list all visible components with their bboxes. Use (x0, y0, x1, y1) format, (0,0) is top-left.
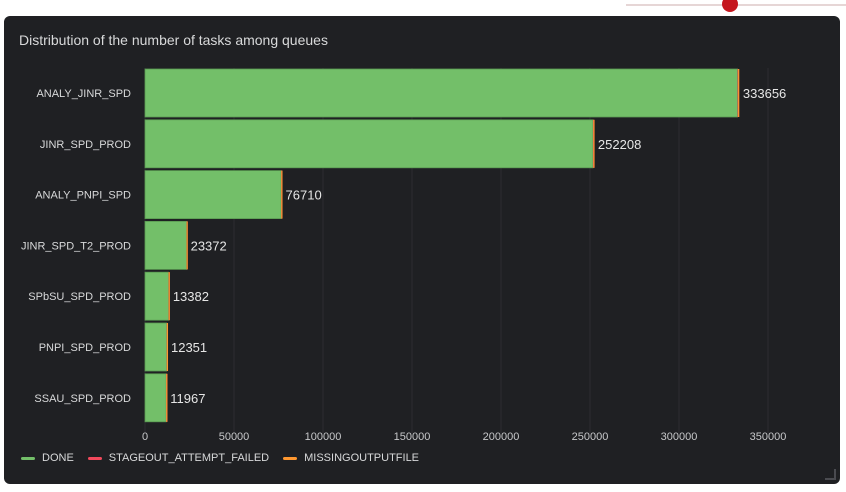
bar-segment (593, 119, 595, 168)
legend-swatch-stageout-attempt-failed (87, 456, 102, 460)
bar-segment (166, 373, 168, 422)
bar-segment (144, 68, 738, 118)
x-tick-label: 100000 (305, 431, 342, 443)
legend-label-missingoutputfile: MISSINGOUTPUTFILE (304, 452, 420, 464)
bar-segment (166, 323, 169, 371)
legend-item-stageout-attempt-failed[interactable]: STAGEOUT_ATTEMPT_FAILED (87, 452, 270, 464)
legend-label-done: DONE (42, 452, 74, 464)
legend-swatch-missingoutputfile (283, 456, 298, 460)
bar-segment (186, 221, 188, 270)
bar-segment (144, 220, 187, 270)
legend-item-done[interactable]: DONE (21, 452, 74, 464)
x-tick-label: 250000 (572, 431, 609, 443)
chart-panel: Distribution of the number of tasks amon… (4, 16, 840, 484)
bar-chart: ANALY_JINR_SPD 333656 JINR_SPD_PROD 252208 A… (21, 68, 787, 443)
x-tick-label: 300000 (661, 431, 698, 443)
bar-segment (144, 373, 167, 423)
logo-dot-icon (722, 0, 738, 12)
data-label: 23372 (191, 238, 227, 253)
legend-swatch-done (21, 456, 35, 460)
data-label: 76710 (286, 188, 322, 203)
bar-segment (144, 271, 169, 321)
resize-handle[interactable] (825, 469, 836, 480)
category-label: SSAU_SPD_PROD (34, 393, 131, 405)
bar-segment (144, 322, 168, 372)
x-tick-label: 350000 (750, 431, 787, 443)
data-label: 12351 (171, 340, 207, 355)
x-tick-label: 50000 (219, 431, 250, 443)
bar-segment (144, 170, 282, 220)
header-decoration (606, 0, 846, 14)
legend-item-missingoutputfile[interactable]: MISSINGOUTPUTFILE (283, 452, 419, 464)
data-label: 11967 (170, 391, 205, 406)
category-label: SPbSU_SPD_PROD (28, 291, 131, 303)
category-label: JINR_SPD_T2_PROD (21, 240, 131, 252)
bar-segment (144, 119, 594, 169)
x-tick-label: 200000 (483, 431, 520, 443)
data-label: 333656 (743, 86, 786, 101)
data-label: 13382 (173, 289, 209, 304)
category-label: ANALY_PNPI_SPD (35, 190, 131, 202)
legend: DONE STAGEOUT_ATTEMPT_FAILED MISSINGOUTP… (21, 452, 419, 464)
panel-title: Distribution of the number of tasks amon… (19, 32, 328, 48)
x-tick-label: 150000 (394, 431, 431, 443)
legend-label-stageout-attempt-failed: STAGEOUT_ATTEMPT_FAILED (108, 452, 270, 464)
bar-segment (281, 170, 283, 219)
bar-segment (738, 69, 740, 117)
category-label: PNPI_SPD_PROD (39, 342, 131, 354)
bar-segment (168, 272, 170, 321)
category-label: ANALY_JINR_SPD (36, 88, 131, 100)
data-label: 252208 (598, 137, 641, 152)
x-tick-label: 0 (142, 431, 148, 443)
category-label: JINR_SPD_PROD (40, 139, 131, 151)
